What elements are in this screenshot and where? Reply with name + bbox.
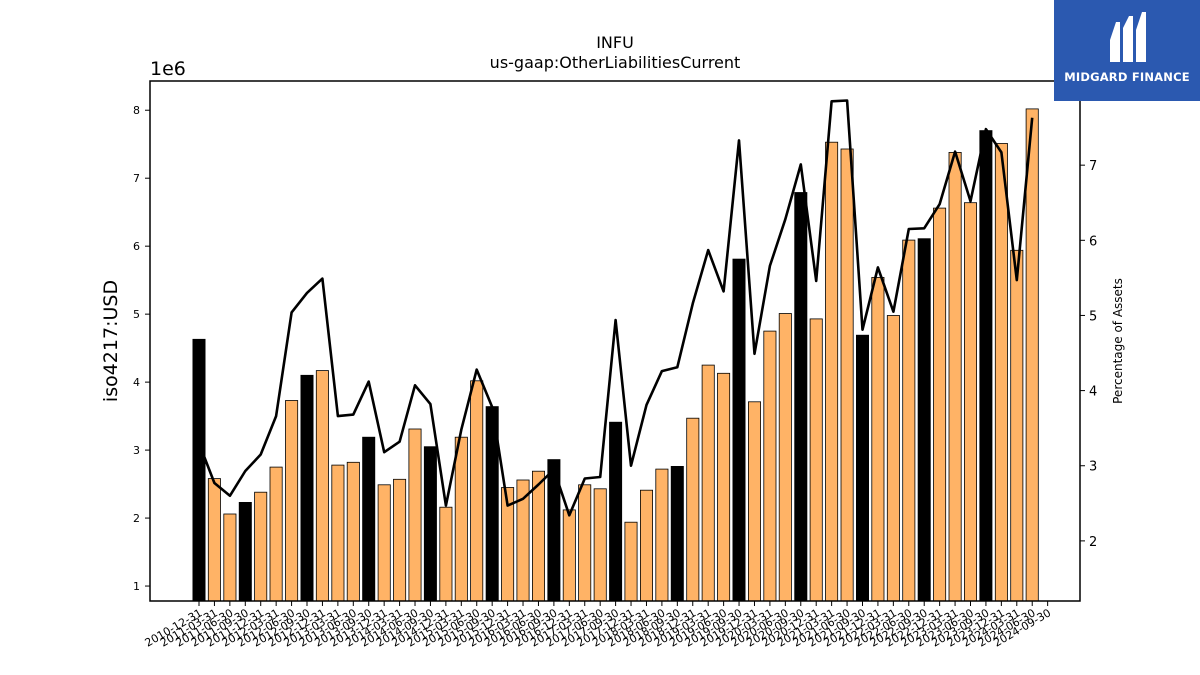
- y-tick-label: 1: [133, 580, 140, 593]
- bar: [578, 484, 592, 602]
- bar: [562, 509, 576, 602]
- bar: [192, 338, 206, 602]
- bar: [778, 313, 792, 602]
- bar: [624, 521, 638, 602]
- bar: [732, 258, 746, 602]
- plot-frame: [149, 80, 1081, 602]
- y2-tick-label: 6: [1089, 234, 1097, 249]
- y-tick-label: 7: [133, 172, 140, 185]
- bar: [701, 364, 715, 602]
- y2-tick-label: 5: [1089, 309, 1097, 324]
- bar: [825, 141, 839, 602]
- y2-tick-label: 3: [1089, 460, 1097, 475]
- bar: [1025, 108, 1039, 602]
- bar: [655, 468, 669, 602]
- bar: [439, 506, 453, 602]
- bar: [856, 334, 870, 602]
- bar: [763, 330, 777, 602]
- bar: [933, 207, 947, 602]
- bar: [223, 513, 237, 602]
- bar: [964, 202, 978, 602]
- bar: [362, 436, 376, 602]
- bar: [717, 372, 731, 602]
- chart-subtitle: us-gaap:OtherLiabilitiesCurrent: [490, 53, 741, 72]
- bar: [238, 501, 252, 602]
- bar: [794, 192, 808, 602]
- bar: [994, 143, 1008, 602]
- bar: [454, 436, 468, 602]
- watermark-logo: MIDGARD FINANCE: [1054, 0, 1200, 101]
- y-axis-label: iso4217:USD: [100, 280, 122, 402]
- bar: [902, 239, 916, 602]
- bar: [979, 130, 993, 602]
- y-tick-label: 3: [133, 444, 140, 457]
- bar: [331, 464, 345, 602]
- bar: [886, 315, 900, 602]
- bar: [254, 491, 268, 602]
- bar: [346, 461, 360, 602]
- y2-axis-label: Percentage of Assets: [1111, 278, 1125, 404]
- bar: [315, 370, 329, 602]
- bar: [670, 465, 684, 602]
- bar: [871, 276, 885, 602]
- y2-tick-label: 2: [1089, 535, 1097, 550]
- y-tick-label: 5: [133, 308, 140, 321]
- y-tick-label: 4: [133, 376, 140, 389]
- chart-title: INFU: [596, 33, 634, 52]
- y-offset-label: 1e6: [150, 58, 186, 80]
- bar: [393, 478, 407, 602]
- y-tick-label: 2: [133, 512, 140, 525]
- bar: [408, 428, 422, 602]
- bar: [1010, 249, 1024, 602]
- bar: [809, 318, 823, 602]
- bar: [748, 401, 762, 602]
- bar: [285, 400, 299, 602]
- bar: [917, 238, 931, 602]
- y-tick-label: 8: [133, 104, 140, 117]
- bar: [840, 148, 854, 602]
- bar: [423, 446, 437, 602]
- logo-icon: [1110, 12, 1146, 62]
- series-line: [197, 99, 1034, 517]
- y-tick-label: 6: [133, 240, 140, 253]
- watermark-text: MIDGARD FINANCE: [1064, 70, 1190, 84]
- bar: [640, 489, 654, 602]
- bar: [532, 470, 546, 602]
- bar: [207, 478, 221, 602]
- y2-tick-label: 7: [1089, 159, 1097, 174]
- bar: [593, 488, 607, 602]
- bar: [269, 466, 283, 602]
- bar: [470, 380, 484, 602]
- bar: [948, 151, 962, 602]
- bar: [686, 417, 700, 602]
- axes-group: 123456782345672010-12-312011-03-312011-0…: [133, 80, 1097, 650]
- bars-group: [192, 108, 1039, 602]
- line-group: [197, 99, 1034, 517]
- y2-tick-label: 4: [1089, 385, 1097, 400]
- bar: [300, 374, 314, 602]
- bar: [377, 484, 391, 602]
- bar: [609, 421, 623, 602]
